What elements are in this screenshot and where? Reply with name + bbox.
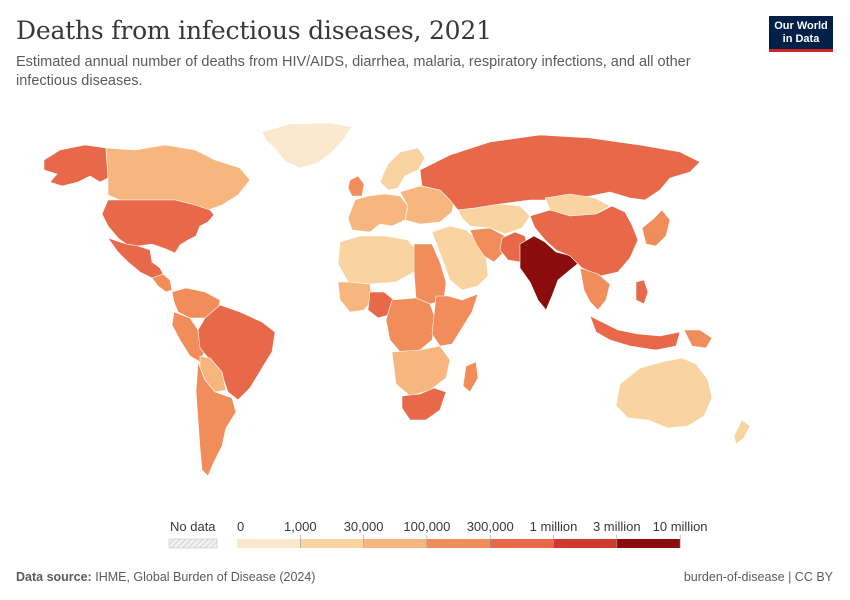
legend-label-4: 300,000 xyxy=(466,519,514,534)
map-region-south-africa[interactable] xyxy=(401,387,447,421)
legend-no-data-swatch xyxy=(168,538,218,549)
legend-swatch-1[interactable] xyxy=(300,539,364,548)
map-region-uk[interactable] xyxy=(347,175,365,197)
owid-logo[interactable]: Our World in Data xyxy=(769,16,833,52)
map-region-scandinavia[interactable] xyxy=(379,147,426,191)
legend-label-5: 1 million xyxy=(529,519,578,534)
data-source-text: IHME, Global Burden of Disease (2024) xyxy=(95,570,316,584)
map-region-brazil[interactable] xyxy=(197,304,276,401)
map-region-argentina-chile[interactable] xyxy=(195,361,237,477)
legend-label-0: 0 xyxy=(237,519,245,534)
logo-line-1: Our World xyxy=(774,20,828,32)
legend-label-2: 30,000 xyxy=(343,519,384,534)
map-region-russia[interactable] xyxy=(419,134,701,211)
legend-label-1: 1,000 xyxy=(284,519,317,534)
map-region-papua-new-guinea[interactable] xyxy=(683,329,713,349)
map-region-philippines[interactable] xyxy=(635,279,649,305)
map-region-north-africa[interactable] xyxy=(337,235,417,285)
map-region-new-zealand[interactable] xyxy=(733,419,751,445)
map-region-western-europe[interactable] xyxy=(347,193,409,233)
legend-swatch-0[interactable] xyxy=(237,539,301,548)
map-region-india[interactable] xyxy=(519,235,581,311)
data-source: Data source: IHME, Global Burden of Dise… xyxy=(16,570,315,584)
map-region-mexico[interactable] xyxy=(107,237,164,279)
map-region-alaska[interactable] xyxy=(43,144,109,187)
map-region-southeast-asia[interactable] xyxy=(579,267,611,311)
legend-no-data-label: No data xyxy=(170,519,216,534)
map-legend xyxy=(168,535,681,549)
map-region-southern-africa[interactable] xyxy=(391,345,451,397)
map-region-central-asia[interactable] xyxy=(457,203,531,235)
legend-swatch-4[interactable] xyxy=(490,539,554,548)
license-link[interactable]: burden-of-disease | CC BY xyxy=(683,570,833,584)
map-region-east-africa[interactable] xyxy=(431,293,479,347)
map-region-china[interactable] xyxy=(529,205,639,277)
map-region-madagascar[interactable] xyxy=(462,361,479,393)
legend-swatch-5[interactable] xyxy=(553,539,617,548)
map-region-japan-korea[interactable] xyxy=(641,209,671,247)
legend-label-7: 10 million xyxy=(652,519,708,534)
chart-title: Deaths from infectious diseases, 2021 xyxy=(16,16,492,45)
map-region-australia[interactable] xyxy=(615,357,713,429)
map-region-central-america[interactable] xyxy=(151,273,173,293)
legend-swatch-3[interactable] xyxy=(426,539,491,548)
chart-subtitle: Estimated annual number of deaths from H… xyxy=(16,54,691,89)
map-region-middle-east[interactable] xyxy=(431,225,489,291)
legend-label-3: 100,000 xyxy=(403,519,451,534)
map-region-iran[interactable] xyxy=(469,227,506,263)
map-region-canada[interactable] xyxy=(105,144,251,211)
map-region-indonesia[interactable] xyxy=(589,315,681,351)
logo-line-2: in Data xyxy=(782,32,820,45)
data-source-prefix: Data source: xyxy=(16,570,92,584)
map-region-central-africa[interactable] xyxy=(385,297,437,353)
map-region-greenland[interactable] xyxy=(261,122,353,169)
map-region-west-africa[interactable] xyxy=(337,281,373,313)
legend-swatch-6[interactable] xyxy=(616,539,681,548)
legend-swatch-2[interactable] xyxy=(363,539,427,548)
legend-label-6: 3 million xyxy=(592,519,641,534)
world-map xyxy=(43,122,751,477)
map-region-usa[interactable] xyxy=(101,199,215,254)
